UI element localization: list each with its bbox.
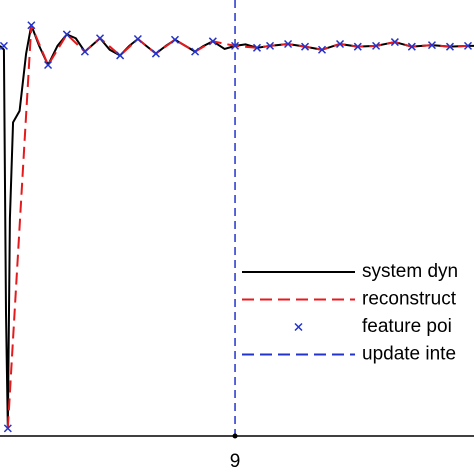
feature-point xyxy=(191,47,200,56)
feature-point xyxy=(208,37,217,46)
feature-point xyxy=(427,41,436,50)
legend-label: update inte xyxy=(362,344,456,365)
feature-point xyxy=(80,47,89,56)
feature-point xyxy=(463,41,473,50)
feature-point xyxy=(3,424,12,433)
feature-point xyxy=(445,42,455,51)
feature-point xyxy=(170,35,180,44)
feature-point xyxy=(151,49,160,58)
feature-point xyxy=(95,34,105,43)
feature-point xyxy=(335,39,345,49)
legend-label: feature poi xyxy=(362,316,452,337)
feature-point xyxy=(252,43,262,52)
legend-label: system dyn xyxy=(362,261,458,282)
feature-point xyxy=(231,41,240,50)
feature-point xyxy=(0,41,8,50)
series-line xyxy=(6,24,469,429)
feature-point xyxy=(62,30,71,39)
feature-point xyxy=(27,21,36,30)
feature-point xyxy=(390,38,399,47)
legend-marker xyxy=(294,322,303,332)
feature-point xyxy=(353,42,362,51)
feature-point xyxy=(301,42,310,51)
feature-point xyxy=(284,39,293,49)
feature-point xyxy=(317,45,327,54)
feature-point xyxy=(116,51,125,60)
legend-label: reconstruct xyxy=(362,289,457,310)
feature-point xyxy=(44,60,53,70)
feature-point xyxy=(133,34,142,44)
x-tick-label: 9 xyxy=(230,451,241,472)
feature-point xyxy=(372,41,381,50)
feature-point xyxy=(266,41,275,50)
x-tick xyxy=(232,433,238,439)
series-line xyxy=(0,24,474,430)
feature-point xyxy=(407,42,416,51)
